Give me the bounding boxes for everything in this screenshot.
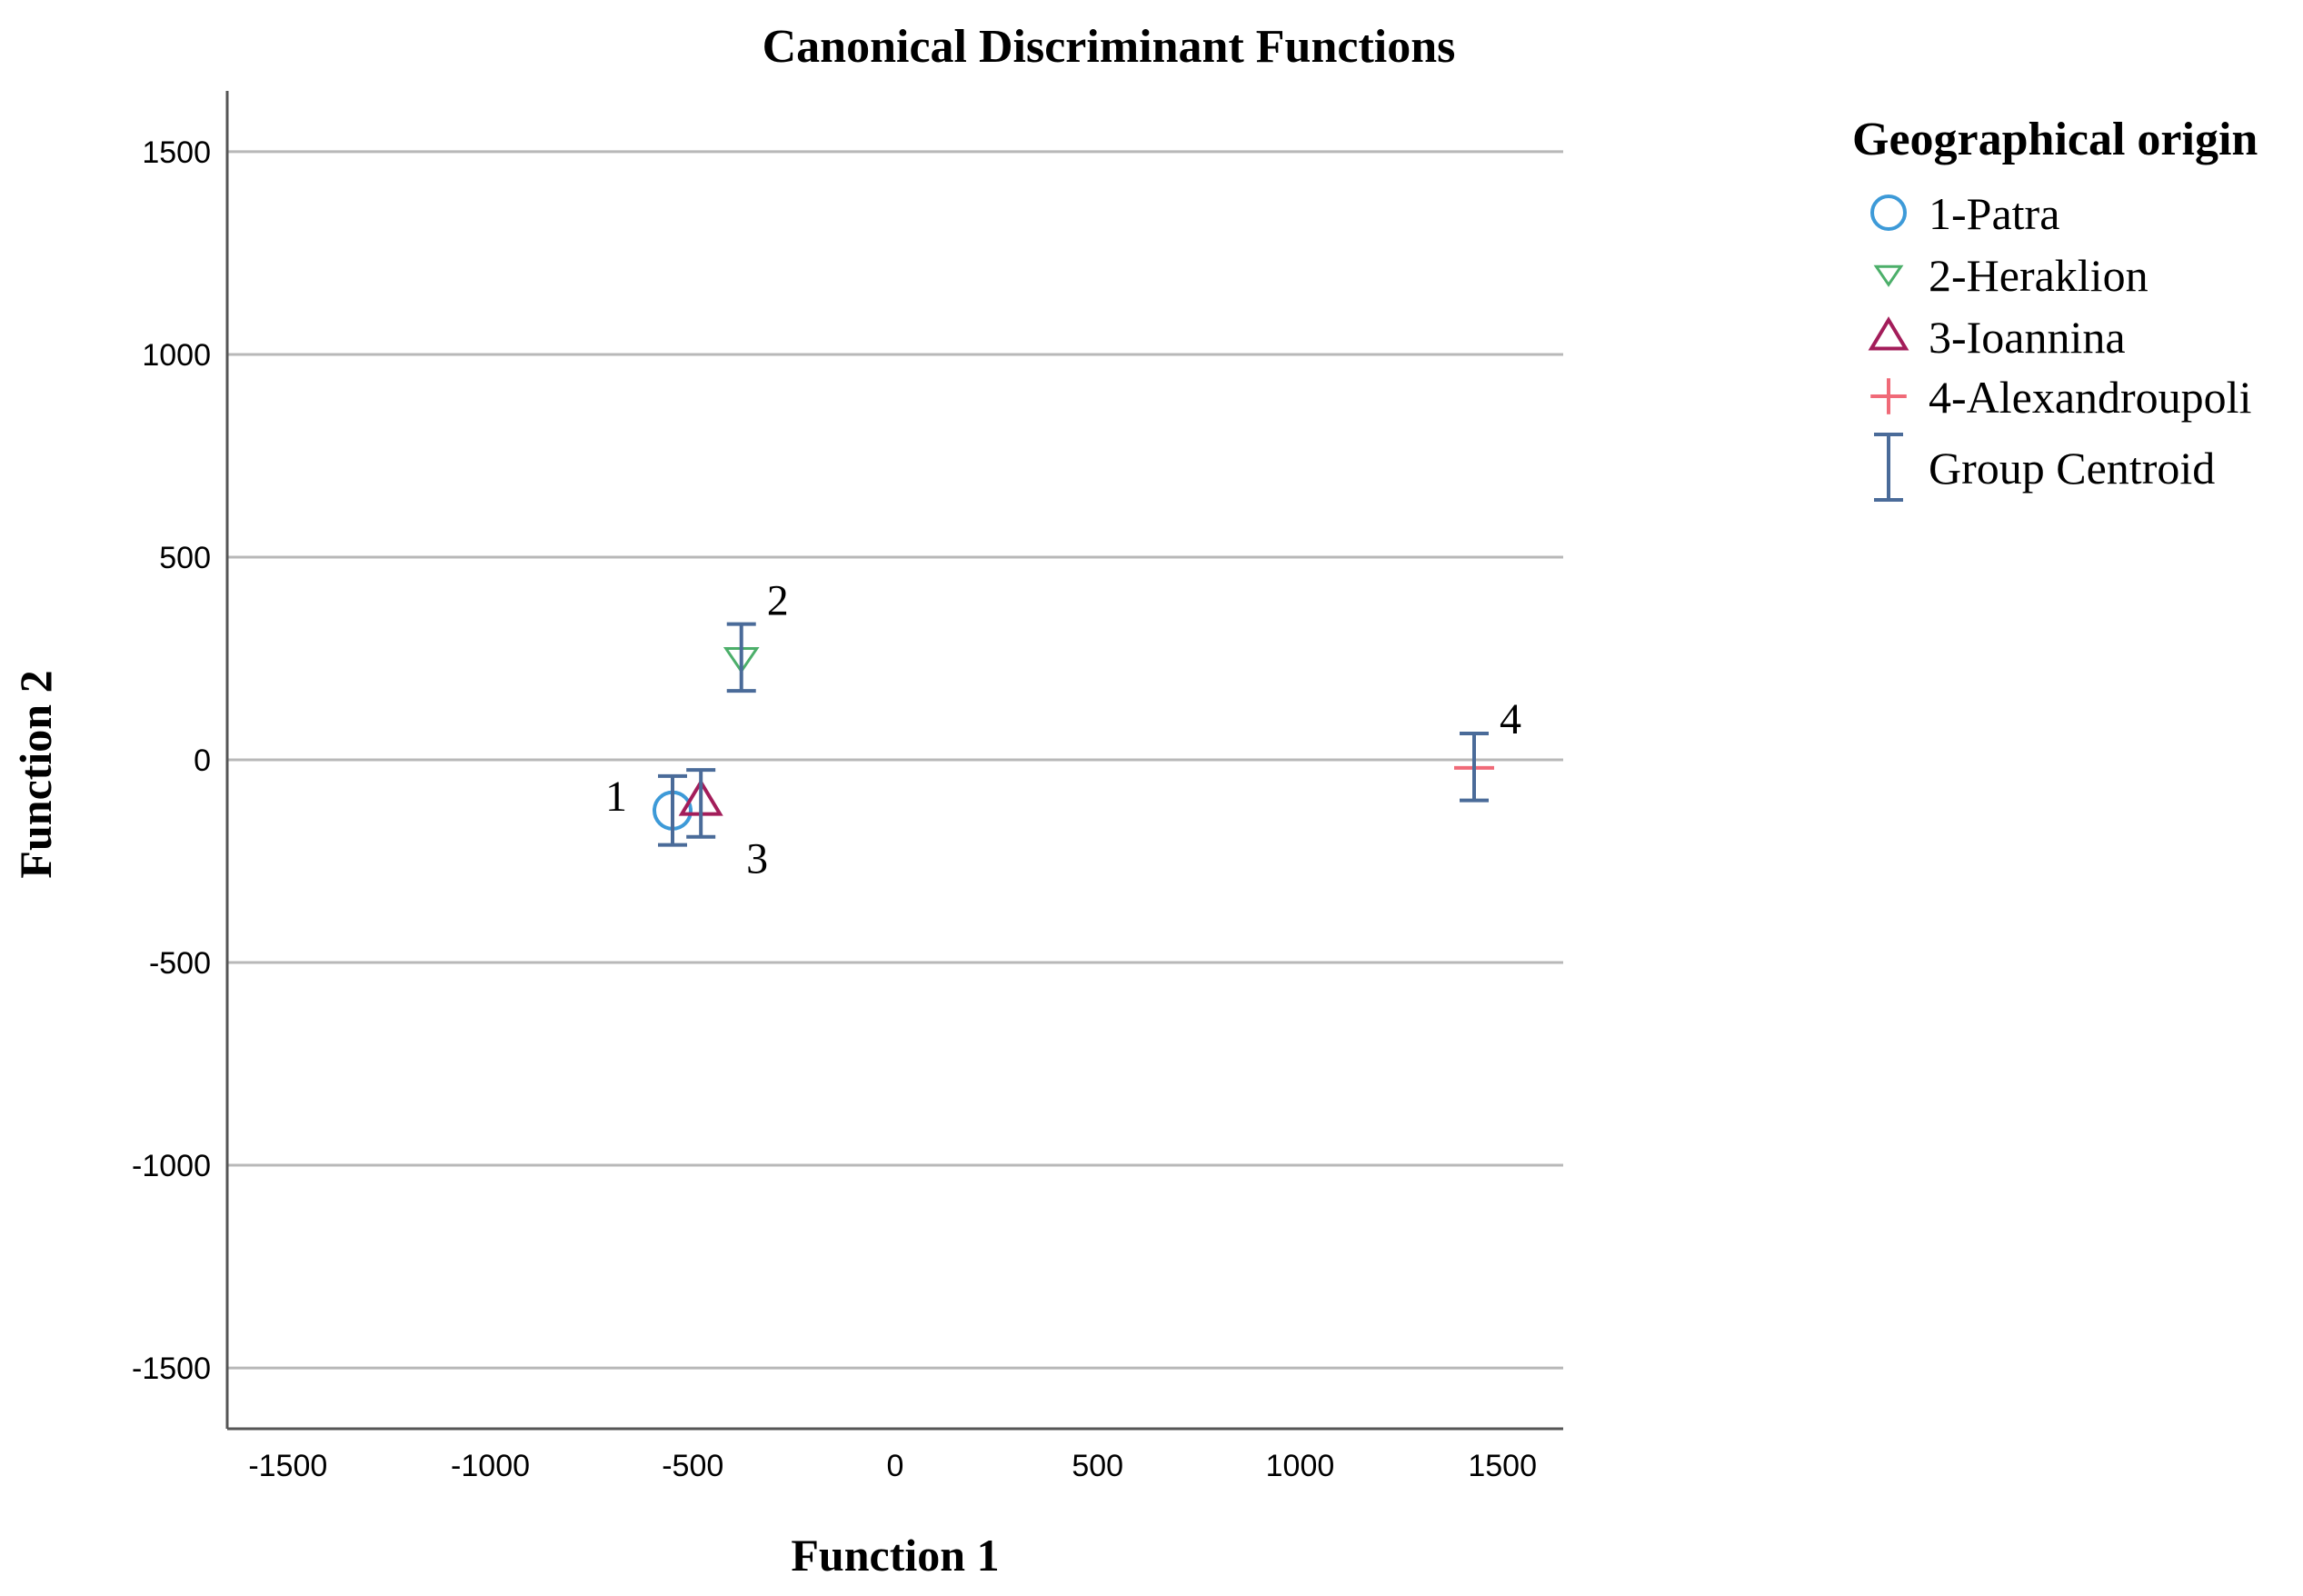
legend-marker-1: [1870, 195, 1907, 231]
centroid-label-4: 4: [1500, 695, 1521, 743]
legend-label-4: 4-Alexandroupoli: [1929, 372, 2251, 423]
x-tick-label-5: 1000: [1266, 1449, 1335, 1483]
y-tick-label-2: 500: [159, 541, 211, 575]
legend-title: Geographical origin: [1852, 114, 2258, 165]
y-tick-label-3: 0: [194, 743, 211, 778]
centroid-1: [658, 773, 687, 847]
x-tick-label-6: 1500: [1468, 1449, 1537, 1483]
centroid-label-3: 3: [746, 835, 768, 883]
y-tick-label-0: 1500: [142, 135, 211, 170]
data-points: [653, 646, 1494, 831]
centroid-2: [726, 622, 756, 693]
x-tick-label-2: -500: [662, 1449, 723, 1483]
legend-marker-2: [1873, 264, 1904, 287]
y-tick-label-1: 1000: [142, 338, 211, 373]
chart-title: Canonical Discriminant Functions: [763, 21, 1456, 73]
legend-label-1: 1-Patra: [1929, 188, 2059, 239]
legend-marker-centroid: [1874, 433, 1903, 502]
x-tick-label-3: 0: [887, 1449, 904, 1483]
group-centroids: [658, 622, 1489, 847]
legend-marker-3: [1868, 316, 1909, 351]
legend-label-centroid: Group Centroid: [1929, 443, 2215, 494]
y-tick-label-6: -1500: [132, 1352, 211, 1386]
y-axis-label: Function 2: [10, 670, 61, 878]
legend-marker-4: [1870, 378, 1907, 414]
y-tick-label-5: -1000: [132, 1149, 211, 1183]
centroid-4: [1460, 732, 1489, 803]
x-tick-label-1: -1000: [451, 1449, 530, 1483]
y-tick-labels: 1500 1000 500 0 -500 -1000 -1500: [132, 135, 211, 1386]
centroid-labels: 1 2 3 4: [605, 576, 1521, 883]
gridlines: [227, 150, 1563, 1370]
legend-label-3: 3-Ioannina: [1929, 312, 2126, 363]
x-tick-label-4: 500: [1072, 1449, 1123, 1483]
y-tick-label-4: -500: [149, 946, 211, 981]
legend-items: 1-Patra 2-Heraklion 3-Ioannina 4-Alexandrou…: [1868, 188, 2251, 502]
axes: [225, 91, 1563, 1431]
x-axis-label: Function 1: [791, 1530, 999, 1581]
x-tick-labels: -1500 -1000 -500 0 500 1000 1500: [248, 1449, 1537, 1483]
x-tick-label-0: -1500: [248, 1449, 327, 1483]
centroid-3: [686, 768, 716, 839]
legend: Geographical origin 1-Patra 2-Heraklion 3-…: [1852, 114, 2258, 502]
legend-label-2: 2-Heraklion: [1929, 250, 2148, 301]
centroid-label-2: 2: [767, 576, 789, 624]
centroid-label-1: 1: [605, 773, 627, 821]
